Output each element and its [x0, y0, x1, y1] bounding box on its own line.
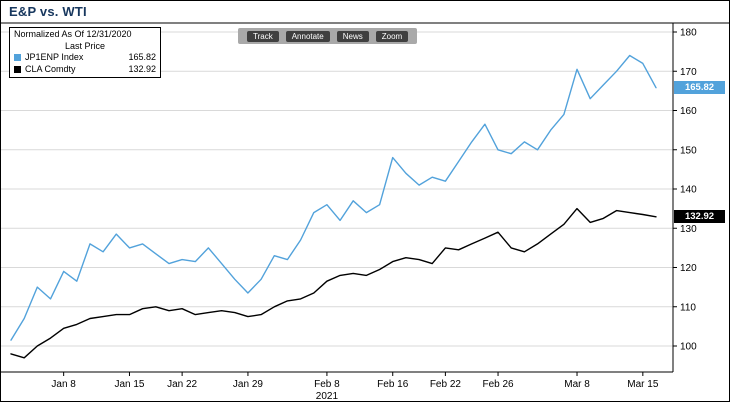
zoom-button[interactable]: Zoom [375, 30, 409, 42]
series-swatch-cla-icon [14, 65, 21, 73]
y-axis-label: 150 [680, 145, 697, 156]
y-axis-label: 130 [680, 224, 697, 235]
legend-normalized-text: Normalized As Of 12/31/2020 [14, 29, 132, 39]
chart-toolbar: Track Annotate News Zoom [238, 28, 418, 44]
page-title: E&P vs. WTI [9, 4, 87, 19]
legend-item-jp1enp[interactable]: JP1ENP Index 165.82 [14, 52, 156, 64]
chart-legend: Normalized As Of 12/31/2020 Last Price J… [9, 27, 161, 78]
x-axis-label: Jan 22 [167, 379, 197, 390]
series-label-cla: CLA Comdty [25, 63, 76, 74]
news-button[interactable]: News [336, 30, 369, 42]
y-axis-label: 100 [680, 342, 697, 353]
y-axis-label: 120 [680, 263, 697, 274]
series-value-cla: 132.92 [128, 63, 156, 74]
legend-last-price-text: Last Price [64, 40, 106, 51]
series-swatch-jp1enp-icon [14, 54, 21, 62]
x-axis-label: Feb 22 [430, 379, 462, 390]
y-axis-label: 140 [680, 185, 697, 196]
x-axis-label: Feb 16 [377, 379, 409, 390]
track-button[interactable]: Track [247, 30, 279, 42]
x-axis-label: Feb 8 [314, 379, 340, 390]
legend-item-cla[interactable]: CLA Comdty 132.92 [14, 64, 156, 76]
x-axis-label: Jan 8 [51, 379, 76, 390]
y-axis-label: 180 [680, 28, 697, 39]
last-price-badge-jp1enp: 165.82 [674, 81, 725, 95]
series-label-jp1enp: JP1ENP Index [25, 52, 84, 62]
x-axis-label: Jan 15 [114, 379, 144, 390]
x-axis-label: Feb 26 [482, 379, 514, 390]
series-line-0 [10, 54, 657, 341]
annotate-button[interactable]: Annotate [285, 30, 330, 42]
x-axis-label: Jan 29 [233, 379, 263, 390]
series-line-1 [10, 207, 657, 359]
y-axis-label: 170 [680, 67, 697, 78]
year-label: 2021 [316, 391, 339, 402]
y-axis-label: 160 [680, 106, 697, 117]
y-axis-label: 110 [680, 302, 696, 313]
series-value-jp1enp: 165.82 [128, 52, 156, 62]
x-axis-label: Mar 15 [627, 379, 659, 390]
x-axis-label: Mar 8 [564, 379, 590, 390]
last-price-badge-cla: 132.92 [674, 210, 725, 224]
